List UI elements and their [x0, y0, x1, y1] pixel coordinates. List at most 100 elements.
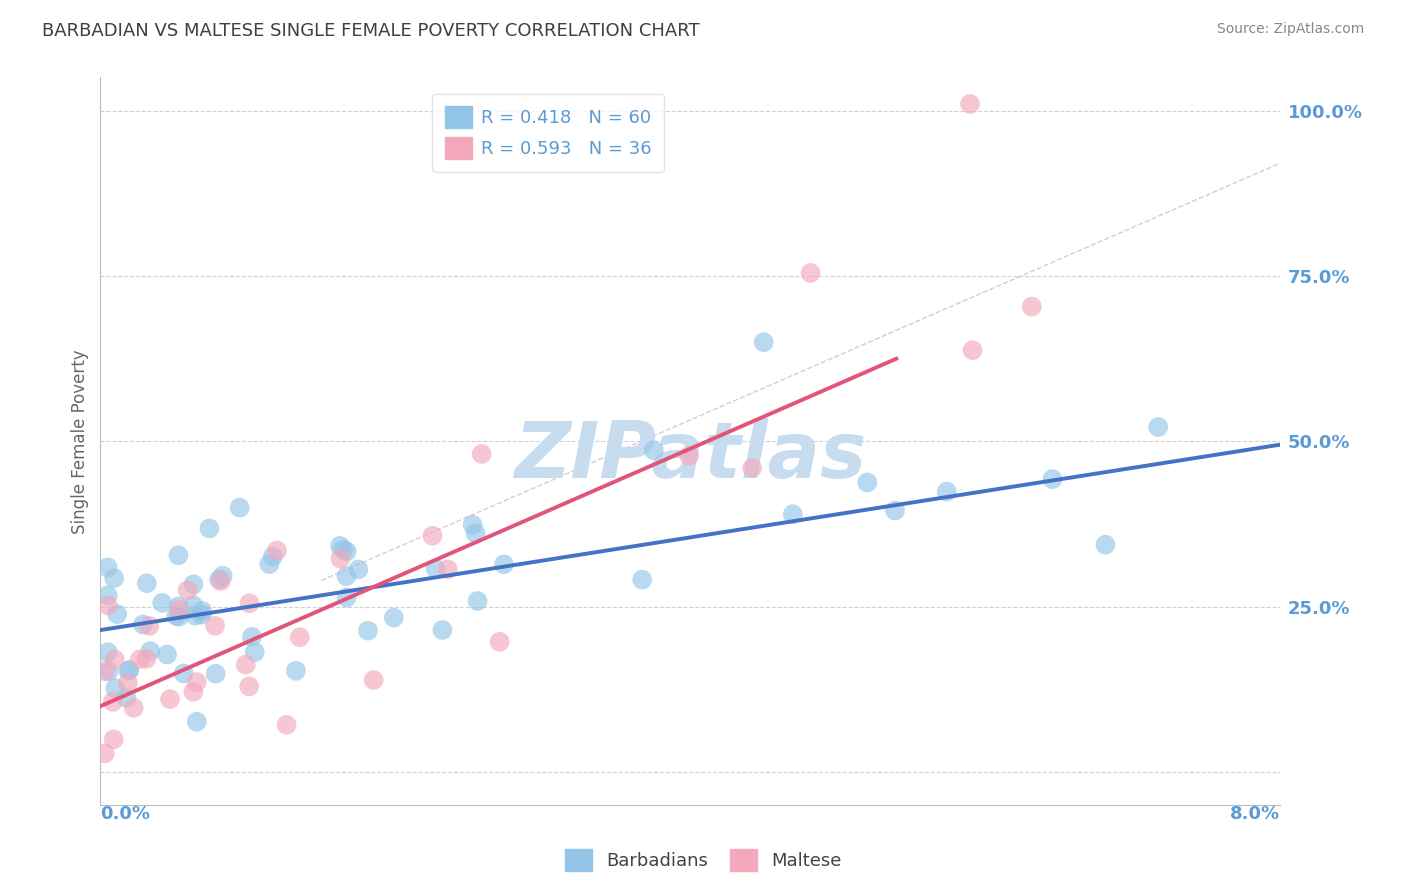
Point: [329, 551, 352, 566]
Point: [284, 664, 307, 678]
Point: [678, 449, 700, 463]
Point: [335, 591, 357, 605]
Point: [94, 664, 117, 678]
Point: [228, 500, 250, 515]
Point: [382, 610, 405, 624]
Point: [176, 583, 198, 598]
Point: [117, 676, 139, 690]
Point: [211, 568, 233, 582]
Point: [94, 747, 117, 761]
Point: [184, 608, 207, 623]
Point: [103, 571, 125, 585]
Point: [347, 562, 370, 576]
Point: [101, 695, 124, 709]
Point: [97, 599, 120, 613]
Point: [128, 652, 150, 666]
Point: [959, 96, 981, 111]
Point: [492, 558, 515, 572]
Point: [156, 648, 179, 662]
Point: [935, 484, 957, 499]
Point: [191, 604, 214, 618]
Point: [139, 644, 162, 658]
Point: [167, 599, 190, 614]
Point: [183, 685, 205, 699]
Point: [105, 607, 128, 622]
Point: [1094, 538, 1116, 552]
Point: [488, 634, 510, 648]
Point: [1042, 472, 1064, 486]
Point: [198, 521, 221, 535]
Point: [741, 461, 763, 475]
Point: [186, 675, 208, 690]
Point: [357, 624, 380, 638]
Point: [643, 443, 665, 458]
Text: Source: ZipAtlas.com: Source: ZipAtlas.com: [1216, 22, 1364, 37]
Point: [1147, 420, 1170, 434]
Point: [363, 673, 385, 687]
Point: [467, 594, 489, 608]
Point: [183, 577, 205, 591]
Point: [103, 732, 125, 747]
Point: [181, 598, 204, 612]
Point: [159, 692, 181, 706]
Point: [238, 596, 260, 610]
Point: [782, 507, 804, 521]
Point: [884, 503, 907, 517]
Point: [259, 557, 281, 571]
Text: 8.0%: 8.0%: [1229, 805, 1279, 823]
Text: 0.0%: 0.0%: [100, 805, 150, 823]
Legend: R = 0.418   N = 60, R = 0.593   N = 36: R = 0.418 N = 60, R = 0.593 N = 36: [433, 94, 665, 172]
Point: [118, 663, 141, 677]
Point: [186, 714, 208, 729]
Point: [962, 343, 984, 358]
Point: [336, 544, 359, 558]
Point: [332, 542, 354, 557]
Point: [240, 630, 263, 644]
Point: [752, 335, 775, 350]
Point: [104, 681, 127, 696]
Point: [97, 645, 120, 659]
Point: [208, 573, 231, 587]
Point: [167, 602, 190, 616]
Point: [432, 623, 454, 637]
Point: [150, 596, 173, 610]
Point: [335, 569, 357, 583]
Point: [97, 665, 120, 679]
Point: [167, 609, 190, 624]
Text: BARBADIAN VS MALTESE SINGLE FEMALE POVERTY CORRELATION CHART: BARBADIAN VS MALTESE SINGLE FEMALE POVER…: [42, 22, 700, 40]
Point: [104, 652, 127, 666]
Point: [238, 679, 260, 693]
Point: [856, 475, 879, 490]
Point: [97, 560, 120, 574]
Point: [631, 573, 654, 587]
Point: [135, 652, 157, 666]
Point: [266, 543, 288, 558]
Point: [799, 266, 821, 280]
Point: [1021, 300, 1043, 314]
Point: [204, 666, 226, 681]
Point: [243, 645, 266, 659]
Point: [115, 690, 138, 705]
Point: [422, 529, 444, 543]
Point: [276, 718, 298, 732]
Point: [117, 664, 139, 678]
Legend: Barbadians, Maltese: Barbadians, Maltese: [557, 842, 849, 879]
Y-axis label: Single Female Poverty: Single Female Poverty: [72, 349, 89, 533]
Point: [165, 608, 187, 623]
Point: [262, 549, 284, 564]
Point: [461, 517, 484, 532]
Point: [464, 526, 486, 541]
Point: [235, 657, 257, 672]
Point: [167, 549, 190, 563]
Text: ZIPatlas: ZIPatlas: [513, 418, 866, 494]
Point: [97, 588, 120, 602]
Point: [329, 539, 352, 553]
Point: [122, 701, 145, 715]
Point: [425, 562, 447, 576]
Point: [209, 574, 232, 588]
Point: [138, 619, 160, 633]
Point: [191, 607, 214, 622]
Point: [135, 576, 157, 591]
Point: [288, 630, 311, 644]
Point: [173, 666, 195, 681]
